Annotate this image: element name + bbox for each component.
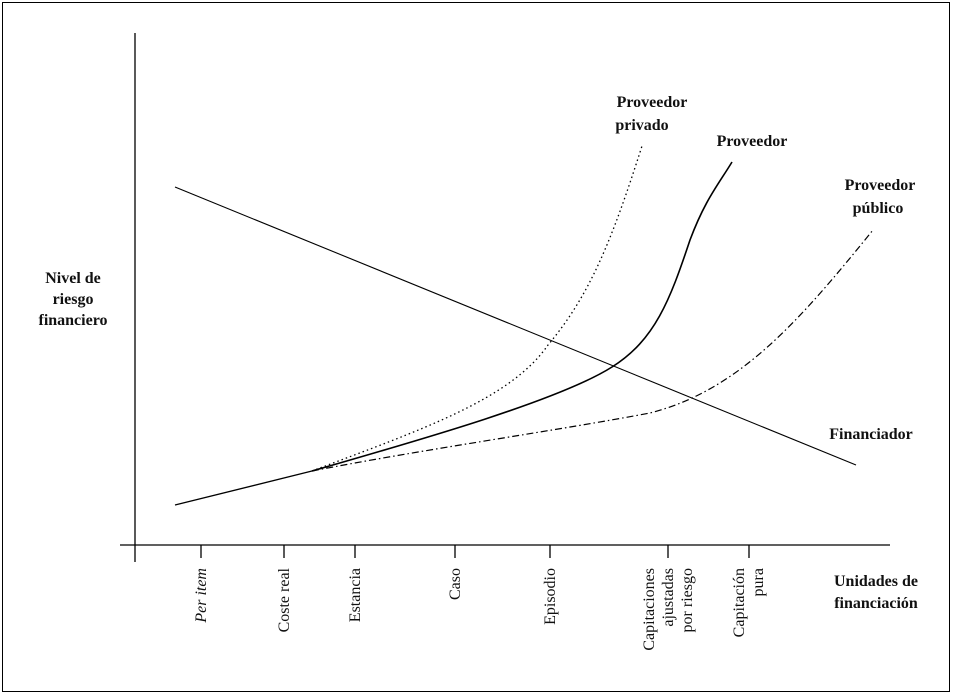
tick-label-capitacion-pura: Capitación pura bbox=[731, 568, 767, 637]
svg-text:Per item: Per item bbox=[193, 568, 210, 624]
x-tick-marks bbox=[200, 545, 750, 558]
tick-label-coste-real: Coste real bbox=[276, 567, 293, 632]
svg-text:por riesgo: por riesgo bbox=[679, 568, 696, 632]
svg-text:Unidades de: Unidades de bbox=[834, 573, 918, 590]
proveedor-publico-label: Proveedor público bbox=[845, 177, 916, 217]
y-axis-label: Nivel de riesgo financiero bbox=[38, 270, 107, 329]
svg-text:ajustadas: ajustadas bbox=[660, 568, 677, 627]
svg-text:Nivel de: Nivel de bbox=[45, 270, 101, 287]
svg-text:Capitaciones: Capitaciones bbox=[641, 568, 658, 651]
x-axis-label: Unidades de financiación bbox=[834, 573, 918, 612]
svg-text:Proveedor: Proveedor bbox=[717, 133, 788, 150]
tick-label-capitaciones: Capitaciones ajustadas por riesgo bbox=[641, 568, 696, 651]
svg-text:Proveedor: Proveedor bbox=[845, 177, 916, 194]
proveedor-privado-curve bbox=[311, 145, 643, 472]
proveedor-label: Proveedor bbox=[717, 133, 788, 150]
svg-text:riesgo: riesgo bbox=[53, 291, 94, 308]
proveedor-publico-curve bbox=[311, 229, 874, 472]
svg-text:Coste real: Coste real bbox=[276, 567, 293, 632]
svg-text:financiación: financiación bbox=[834, 595, 918, 612]
svg-text:Episodio: Episodio bbox=[542, 568, 559, 625]
svg-text:Estancia: Estancia bbox=[347, 568, 364, 622]
tick-label-estancia: Estancia bbox=[347, 568, 364, 622]
svg-text:Caso: Caso bbox=[447, 568, 464, 600]
financiador-label: Financiador bbox=[829, 426, 913, 443]
tick-label-episodio: Episodio bbox=[542, 568, 559, 625]
financiador-line bbox=[174, 186, 857, 466]
svg-text:público: público bbox=[853, 200, 904, 217]
svg-text:Financiador: Financiador bbox=[829, 426, 913, 443]
tick-label-caso: Caso bbox=[447, 568, 464, 600]
svg-text:pura: pura bbox=[750, 568, 767, 596]
svg-text:financiero: financiero bbox=[38, 312, 107, 329]
tick-label-per-item: Per item bbox=[193, 568, 210, 624]
svg-text:Proveedor: Proveedor bbox=[617, 94, 688, 111]
svg-text:privado: privado bbox=[615, 117, 668, 134]
svg-text:Capitación: Capitación bbox=[731, 568, 748, 637]
shared-base-line bbox=[174, 470, 313, 506]
proveedor-privado-label: Proveedor privado bbox=[615, 94, 687, 134]
proveedor-curve bbox=[311, 161, 733, 472]
